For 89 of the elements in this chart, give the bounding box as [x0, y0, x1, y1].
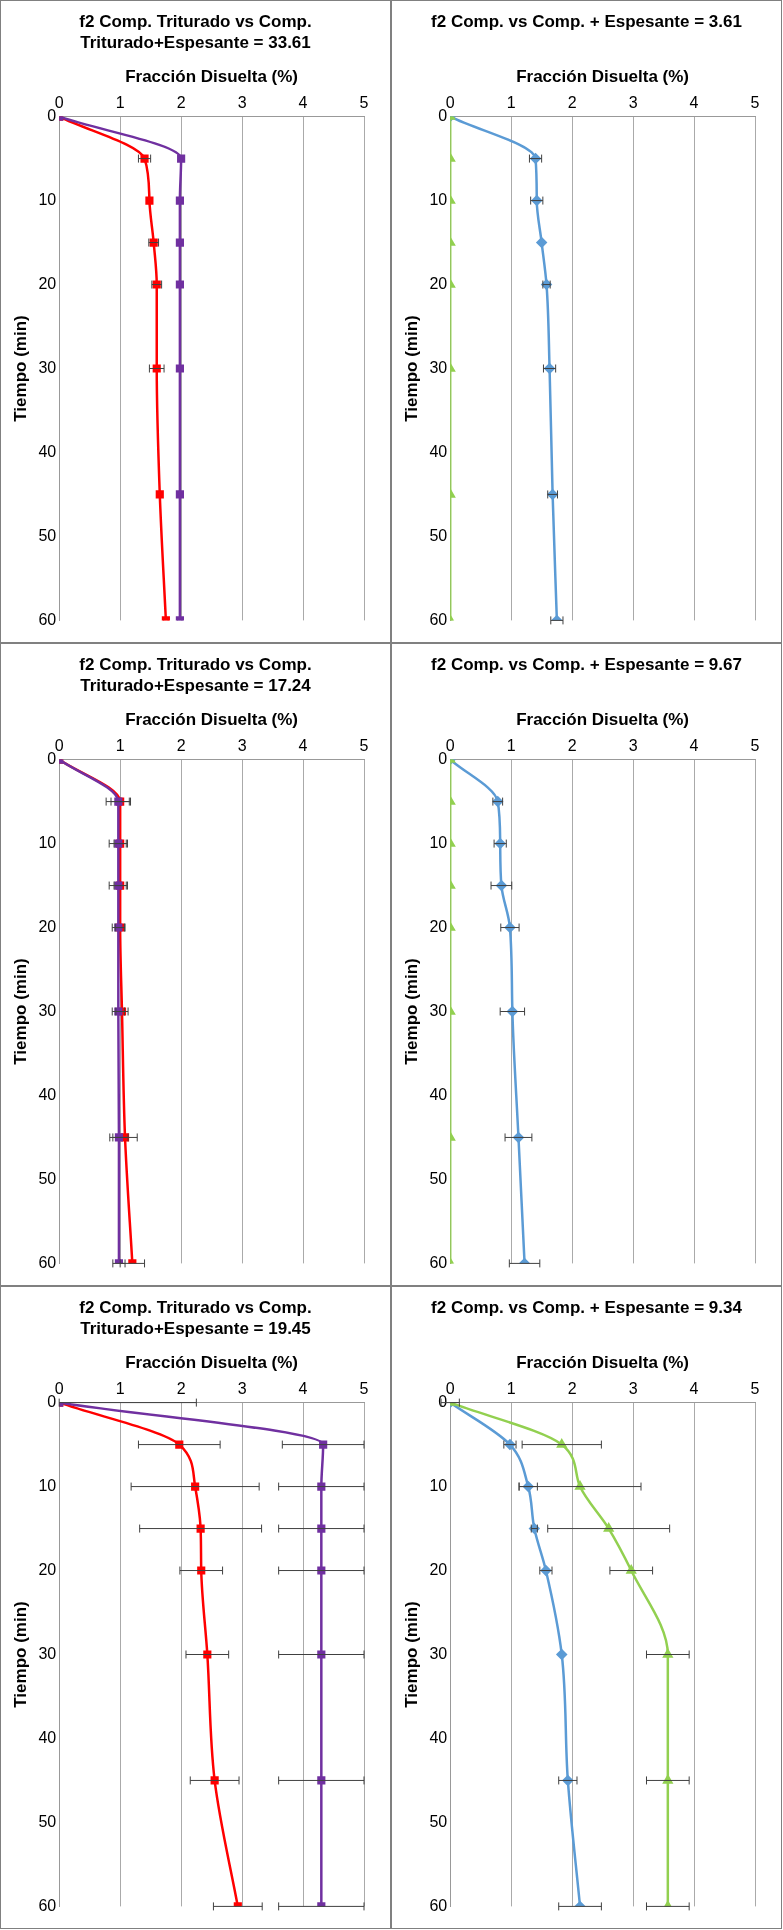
y-tick-label: 20 [38, 917, 57, 935]
y-tick-label: 0 [47, 750, 57, 768]
x-tick-label: 4 [689, 1380, 699, 1398]
chart-title: f2 Comp. Triturado vs Comp. Triturado+Espesante = 19.45 [78, 1297, 313, 1340]
y-tick-label: 40 [38, 1728, 57, 1746]
y-tick-label: 60 [38, 1896, 57, 1914]
y-tick-label: 20 [38, 274, 57, 292]
x-tick-label: 5 [750, 1380, 760, 1398]
y-tick-label: 30 [38, 1001, 57, 1019]
y-tick-label: 10 [429, 833, 448, 851]
y-axis-title: Tiempo (min) [10, 1601, 30, 1708]
x-tick-label: 2 [567, 94, 577, 112]
x-axis-title: Fracción Disuelta (%) [516, 709, 690, 729]
x-tick-label: 2 [176, 1380, 186, 1398]
x-tick-label: 3 [237, 94, 247, 112]
y-tick-label: 30 [38, 1644, 57, 1662]
y-tick-label: 60 [429, 1896, 448, 1914]
chart-title: f2 Comp. Triturado vs Comp. Triturado+Espesante = 33.61 [78, 11, 313, 54]
x-axis-title: Fracción Disuelta (%) [516, 66, 690, 86]
x-axis-title: Fracción Disuelta (%) [125, 1352, 299, 1372]
x-axis-title: Fracción Disuelta (%) [125, 66, 299, 86]
y-tick-label: 30 [429, 1644, 448, 1662]
x-tick-label: 4 [298, 94, 308, 112]
y-tick-label: 0 [47, 1393, 57, 1411]
x-tick-label: 2 [567, 737, 577, 755]
y-tick-label: 50 [38, 1812, 57, 1830]
y-tick-label: 60 [38, 610, 57, 628]
x-tick-label: 5 [359, 1380, 369, 1398]
y-tick-label: 50 [429, 1812, 448, 1830]
y-axis-title: Tiempo (min) [10, 315, 30, 422]
y-tick-label: 60 [429, 1253, 448, 1271]
x-tick-label: 1 [115, 737, 125, 755]
x-tick-label: 3 [628, 1380, 638, 1398]
y-tick-label: 50 [38, 526, 57, 544]
x-tick-label: 4 [689, 94, 699, 112]
y-tick-label: 60 [38, 1253, 57, 1271]
chart-title: f2 Comp. vs Comp. + Espesante = 9.67 [430, 654, 743, 676]
y-tick-label: 10 [38, 1476, 57, 1494]
x-tick-label: 4 [689, 737, 699, 755]
y-tick-label: 40 [429, 1728, 448, 1746]
x-axis-title: Fracción Disuelta (%) [125, 709, 299, 729]
x-tick-label: 4 [298, 1380, 308, 1398]
y-tick-label: 60 [429, 610, 448, 628]
y-tick-label: 40 [38, 1085, 57, 1103]
y-tick-label: 10 [38, 190, 57, 208]
y-axis-title: Tiempo (min) [401, 958, 421, 1065]
y-axis-title: Tiempo (min) [401, 1601, 421, 1708]
y-tick-label: 50 [429, 1169, 448, 1187]
y-tick-label: 0 [438, 750, 448, 768]
x-tick-label: 5 [359, 94, 369, 112]
x-tick-label: 5 [359, 737, 369, 755]
x-tick-label: 2 [567, 1380, 577, 1398]
y-tick-label: 40 [429, 442, 448, 460]
x-tick-label: 5 [750, 737, 760, 755]
y-tick-label: 20 [429, 274, 448, 292]
x-tick-label: 1 [115, 94, 125, 112]
x-tick-label: 2 [176, 94, 186, 112]
x-tick-label: 3 [628, 94, 638, 112]
y-axis-title: Tiempo (min) [401, 315, 421, 422]
y-tick-label: 40 [429, 1085, 448, 1103]
y-tick-label: 10 [429, 190, 448, 208]
x-tick-label: 1 [115, 1380, 125, 1398]
y-tick-label: 30 [429, 1001, 448, 1019]
x-tick-label: 1 [506, 94, 516, 112]
chart-title: f2 Comp. vs Comp. + Espesante = 9.34 [430, 1297, 743, 1319]
x-tick-label: 1 [506, 737, 516, 755]
chart-title: f2 Comp. vs Comp. + Espesante = 3.61 [430, 11, 743, 33]
y-tick-label: 20 [429, 1560, 448, 1578]
x-tick-label: 5 [750, 94, 760, 112]
x-tick-label: 3 [237, 737, 247, 755]
y-tick-label: 40 [38, 442, 57, 460]
y-tick-label: 0 [438, 107, 448, 125]
y-tick-label: 20 [429, 917, 448, 935]
y-tick-label: 10 [38, 833, 57, 851]
x-axis-title: Fracción Disuelta (%) [516, 1352, 690, 1372]
x-tick-label: 1 [506, 1380, 516, 1398]
y-axis-title: Tiempo (min) [10, 958, 30, 1065]
x-tick-label: 2 [176, 737, 186, 755]
y-tick-label: 30 [429, 358, 448, 376]
y-tick-label: 10 [429, 1476, 448, 1494]
y-tick-label: 20 [38, 1560, 57, 1578]
x-tick-label: 3 [628, 737, 638, 755]
x-tick-label: 4 [298, 737, 308, 755]
chart-title: f2 Comp. Triturado vs Comp. Triturado+Espesante = 17.24 [78, 654, 313, 697]
y-tick-label: 30 [38, 358, 57, 376]
y-tick-label: 50 [38, 1169, 57, 1187]
y-tick-label: 50 [429, 526, 448, 544]
y-tick-label: 0 [47, 107, 57, 125]
x-tick-label: 3 [237, 1380, 247, 1398]
